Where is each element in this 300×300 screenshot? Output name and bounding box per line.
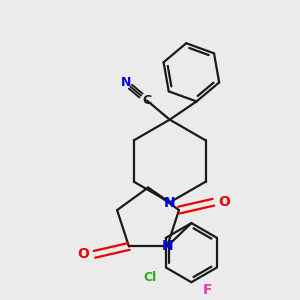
Text: N: N [164, 196, 176, 210]
Text: C: C [142, 94, 152, 107]
Text: O: O [218, 195, 230, 209]
Text: N: N [121, 76, 131, 89]
Text: N: N [161, 239, 173, 254]
Text: Cl: Cl [143, 271, 157, 284]
Text: F: F [202, 283, 212, 297]
Text: O: O [78, 247, 89, 261]
